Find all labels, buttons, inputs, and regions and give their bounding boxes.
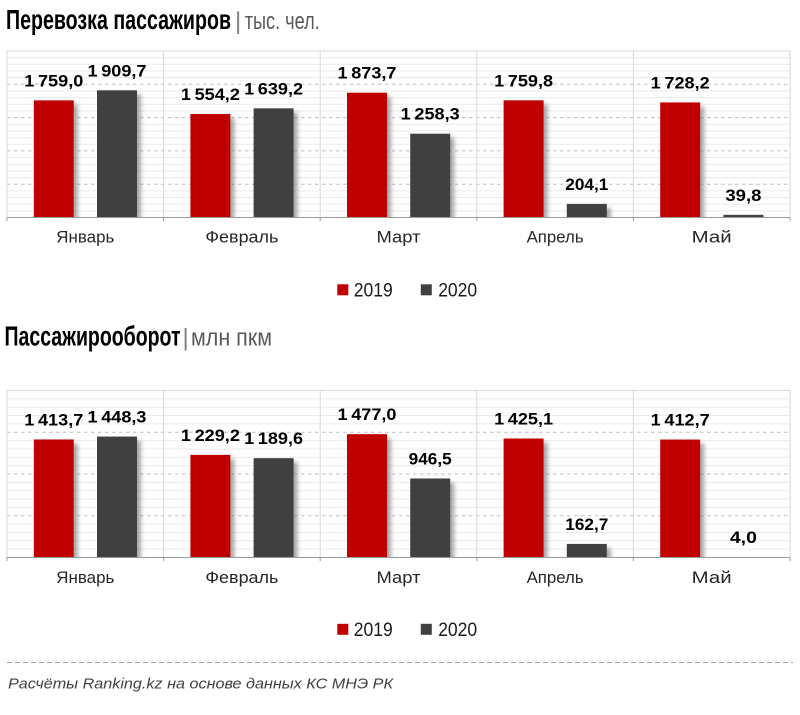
- svg-text:млн пкм: млн пкм: [191, 325, 272, 352]
- svg-text:Расчёты Ranking.kz на основе д: Расчёты Ranking.kz на основе данных КС М…: [8, 676, 394, 693]
- svg-text:1 554,2: 1 554,2: [181, 85, 240, 104]
- svg-text:Пассажирооборот: Пассажирооборот: [5, 321, 181, 352]
- svg-text:1 728,2: 1 728,2: [651, 73, 710, 92]
- svg-text:Май: Май: [692, 228, 732, 247]
- svg-text:Апрель: Апрель: [527, 568, 584, 587]
- svg-text:Март: Март: [377, 568, 421, 587]
- svg-text:2019: 2019: [354, 620, 393, 641]
- svg-text:|: |: [183, 325, 189, 352]
- svg-text:1 413,7: 1 413,7: [24, 410, 83, 429]
- svg-text:1 258,3: 1 258,3: [401, 105, 460, 124]
- svg-text:2019: 2019: [354, 280, 393, 301]
- svg-text:1 448,3: 1 448,3: [88, 408, 147, 427]
- svg-text:Январь: Январь: [56, 228, 114, 247]
- svg-text:Апрель: Апрель: [527, 228, 584, 247]
- svg-text:1 909,7: 1 909,7: [88, 61, 147, 80]
- svg-text:2020: 2020: [438, 620, 477, 641]
- svg-text:1 189,6: 1 189,6: [244, 429, 303, 448]
- svg-text:1 229,2: 1 229,2: [181, 426, 240, 445]
- svg-text:162,7: 162,7: [565, 515, 608, 534]
- svg-text:Перевозка пассажиров: Перевозка пассажиров: [6, 4, 231, 35]
- svg-text:4,0: 4,0: [730, 528, 757, 547]
- svg-text:1 759,8: 1 759,8: [494, 71, 553, 90]
- svg-text:2020: 2020: [438, 280, 477, 301]
- svg-text:Февраль: Февраль: [205, 228, 278, 247]
- svg-text:1 477,0: 1 477,0: [338, 405, 397, 424]
- svg-text:|: |: [235, 8, 241, 35]
- svg-text:1 759,0: 1 759,0: [24, 71, 83, 90]
- svg-text:1 425,1: 1 425,1: [494, 410, 553, 429]
- svg-text:1 873,7: 1 873,7: [338, 64, 397, 83]
- svg-text:1 412,7: 1 412,7: [651, 411, 710, 430]
- svg-text:Январь: Январь: [56, 568, 114, 587]
- svg-text:тыс. чел.: тыс. чел.: [245, 8, 320, 35]
- svg-text:Март: Март: [377, 228, 421, 247]
- svg-text:39,8: 39,8: [725, 186, 761, 205]
- svg-text:Май: Май: [692, 568, 732, 587]
- svg-text:Февраль: Февраль: [205, 568, 278, 587]
- svg-text:204,1: 204,1: [565, 175, 608, 194]
- svg-text:1 639,2: 1 639,2: [244, 79, 303, 98]
- svg-text:946,5: 946,5: [409, 449, 452, 468]
